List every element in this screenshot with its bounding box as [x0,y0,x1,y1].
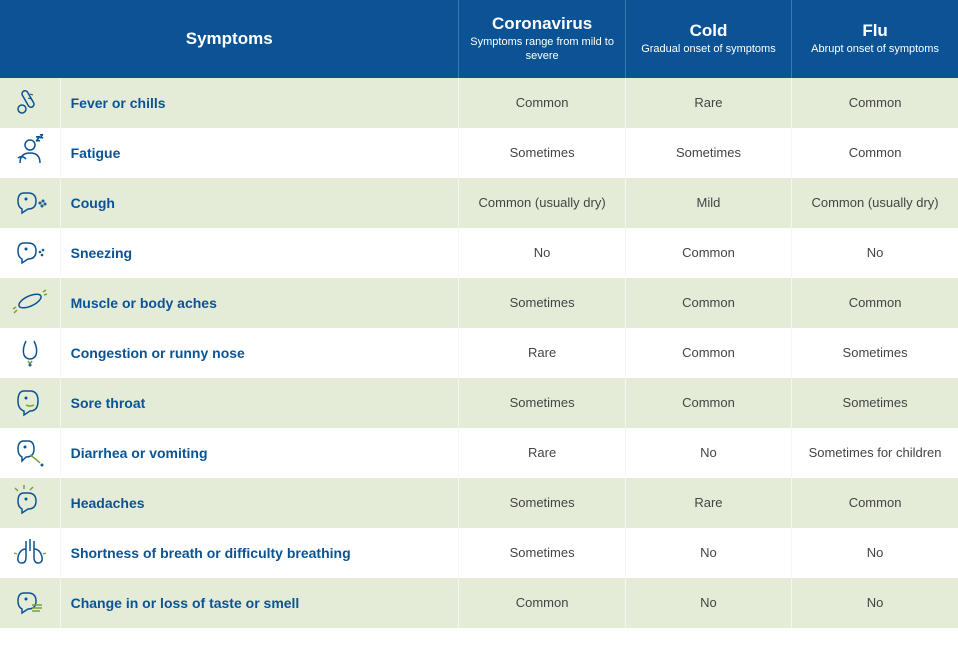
icon-cell [0,278,60,328]
value-flu: No [792,578,958,628]
icon-cell [0,378,60,428]
value-coronavirus: Common [459,578,625,628]
header-coronavirus-sub: Symptoms range from mild to severe [467,36,616,64]
icon-cell [0,428,60,478]
icon-cell [0,228,60,278]
value-coronavirus: Rare [459,328,625,378]
icon-cell [0,578,60,628]
table-row: HeadachesSometimesRareCommon [0,478,958,528]
value-cold: Common [625,278,791,328]
value-cold: Sometimes [625,128,791,178]
table-row: Diarrhea or vomitingRareNoSometimes for … [0,428,958,478]
header-coronavirus-title: Coronavirus [467,14,616,34]
value-coronavirus: No [459,228,625,278]
value-coronavirus: Sometimes [459,378,625,428]
symptom-label: Congestion or runny nose [60,328,459,378]
symptom-label: Change in or loss of taste or smell [60,578,459,628]
headache-icon [12,483,48,519]
table-row: FatigueSometimesSometimesCommon [0,128,958,178]
symptom-label: Fatigue [60,128,459,178]
value-cold: Common [625,328,791,378]
value-cold: No [625,528,791,578]
header-symptoms: Symptoms [0,0,459,78]
value-cold: Common [625,228,791,278]
value-cold: Common [625,378,791,428]
throat-icon [12,383,48,419]
value-coronavirus: Rare [459,428,625,478]
icon-cell [0,478,60,528]
header-cold: Cold Gradual onset of symptoms [625,0,791,78]
value-flu: No [792,228,958,278]
table-row: SneezingNoCommonNo [0,228,958,278]
value-coronavirus: Common [459,78,625,128]
table-row: Fever or chillsCommonRareCommon [0,78,958,128]
table-row: CoughCommon (usually dry)MildCommon (usu… [0,178,958,228]
table-row: Change in or loss of taste or smellCommo… [0,578,958,628]
value-cold: Rare [625,78,791,128]
value-flu: Common [792,78,958,128]
value-coronavirus: Sometimes [459,278,625,328]
symptom-label: Sneezing [60,228,459,278]
fatigue-icon [12,133,48,169]
icon-cell [0,328,60,378]
header-cold-title: Cold [634,21,783,41]
table-header: Symptoms Coronavirus Symptoms range from… [0,0,958,78]
value-flu: Sometimes [792,328,958,378]
value-cold: Mild [625,178,791,228]
symptom-label: Diarrhea or vomiting [60,428,459,478]
vomit-icon [12,433,48,469]
value-cold: No [625,578,791,628]
symptom-label: Cough [60,178,459,228]
icon-cell [0,528,60,578]
symptom-label: Shortness of breath or difficulty breath… [60,528,459,578]
value-cold: No [625,428,791,478]
value-coronavirus: Common (usually dry) [459,178,625,228]
value-flu: Sometimes for children [792,428,958,478]
taste-icon [12,583,48,619]
symptom-comparison-table: Symptoms Coronavirus Symptoms range from… [0,0,958,628]
table-row: Muscle or body achesSometimesCommonCommo… [0,278,958,328]
cough-icon [12,183,48,219]
symptom-label: Muscle or body aches [60,278,459,328]
header-cold-sub: Gradual onset of symptoms [634,43,783,57]
symptom-label: Headaches [60,478,459,528]
value-flu: No [792,528,958,578]
value-flu: Common [792,478,958,528]
header-coronavirus: Coronavirus Symptoms range from mild to … [459,0,625,78]
value-flu: Common [792,128,958,178]
header-symptoms-title: Symptoms [8,29,450,49]
nose-icon [12,333,48,369]
header-flu-title: Flu [800,21,950,41]
header-flu: Flu Abrupt onset of symptoms [792,0,958,78]
value-coronavirus: Sometimes [459,128,625,178]
thermometer-icon [12,83,48,119]
muscle-icon [12,283,48,319]
symptom-label: Fever or chills [60,78,459,128]
table-row: Shortness of breath or difficulty breath… [0,528,958,578]
value-coronavirus: Sometimes [459,478,625,528]
lungs-icon [12,533,48,569]
header-flu-sub: Abrupt onset of symptoms [800,43,950,57]
symptom-label: Sore throat [60,378,459,428]
icon-cell [0,178,60,228]
value-flu: Common (usually dry) [792,178,958,228]
value-flu: Sometimes [792,378,958,428]
value-coronavirus: Sometimes [459,528,625,578]
value-cold: Rare [625,478,791,528]
table-row: Congestion or runny noseRareCommonSometi… [0,328,958,378]
sneeze-icon [12,233,48,269]
icon-cell [0,128,60,178]
value-flu: Common [792,278,958,328]
table-body: Fever or chillsCommonRareCommonFatigueSo… [0,78,958,628]
icon-cell [0,78,60,128]
table-row: Sore throatSometimesCommonSometimes [0,378,958,428]
